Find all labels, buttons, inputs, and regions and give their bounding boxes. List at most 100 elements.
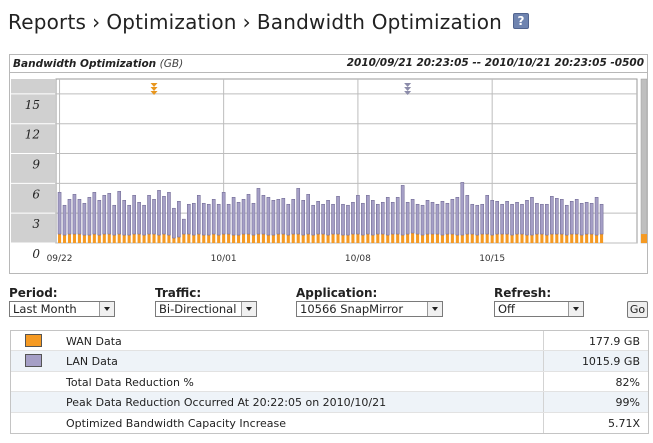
bar-lan — [465, 195, 470, 235]
bar-lan — [530, 197, 534, 236]
bar-lan — [341, 203, 345, 236]
refresh-label: Refresh: — [494, 286, 552, 300]
bar-wan — [72, 234, 77, 243]
bar-wan — [207, 235, 211, 243]
bar-lan — [137, 201, 141, 235]
period-value: Last Month — [13, 302, 77, 316]
bar-lan — [470, 203, 475, 235]
bar-lan — [107, 193, 112, 235]
refresh-select[interactable]: Off — [494, 301, 584, 317]
bar-lan — [201, 202, 206, 236]
bar-wan — [386, 235, 390, 243]
lan-legend-swatch — [25, 354, 42, 368]
bar-lan — [445, 202, 450, 235]
y-tick-label: 9 — [32, 158, 40, 172]
help-icon[interactable]: ? — [513, 13, 529, 29]
bar-lan — [231, 197, 236, 236]
bar-wan — [455, 235, 459, 243]
bar-lan — [211, 199, 216, 235]
bar-wan — [440, 235, 444, 243]
bar-lan — [405, 201, 410, 235]
bar-lan — [450, 199, 455, 235]
row-value: 177.9 GB — [588, 335, 640, 348]
bar-wan — [371, 235, 375, 243]
bar-lan — [555, 198, 559, 235]
bar-wan — [157, 235, 161, 243]
bar-lan — [266, 197, 271, 236]
bar-wan — [172, 238, 176, 243]
bar-lan — [425, 200, 430, 235]
bar-wan — [281, 234, 285, 243]
bar-lan — [206, 203, 211, 236]
bar-lan — [271, 200, 276, 236]
bar-wan — [580, 235, 584, 243]
bar-lan — [331, 203, 335, 235]
bar-lan — [291, 199, 296, 235]
bar-lan — [410, 199, 415, 234]
bar-wan — [246, 234, 251, 243]
bar-wan — [585, 234, 589, 243]
application-select[interactable]: 10566 SnapMirror — [296, 301, 443, 317]
period-select[interactable]: Last Month — [9, 301, 115, 317]
row-label: LAN Data — [66, 355, 118, 369]
bar-wan — [515, 234, 519, 243]
go-button[interactable]: Go — [627, 301, 648, 318]
breadcrumb-reports[interactable]: Reports — [8, 10, 87, 34]
chevron-down-icon[interactable] — [427, 302, 442, 316]
bar-wan — [77, 234, 81, 243]
bar-lan — [187, 203, 191, 235]
bar-wan — [495, 234, 499, 243]
y-tick-label: 12 — [25, 128, 40, 142]
bar-lan — [97, 200, 102, 236]
bar-lan — [500, 203, 504, 235]
bar-wan — [82, 235, 86, 243]
bar-wan — [237, 235, 241, 243]
bar-wan — [286, 235, 290, 243]
bar-lan — [182, 218, 186, 235]
bar-lan — [520, 203, 524, 235]
row-label: Peak Data Reduction Occurred At 20:22:05… — [66, 396, 387, 410]
bar-lan — [167, 192, 171, 236]
bar-lan — [127, 204, 131, 236]
y-tick-label: 0 — [32, 247, 40, 261]
bar-lan — [281, 198, 286, 235]
bar-wan — [550, 234, 554, 243]
bar-wan — [535, 234, 539, 243]
bar-lan — [321, 203, 325, 235]
bar-wan — [316, 234, 320, 243]
bar-wan — [251, 235, 256, 243]
chart-date-range: 2010/09/21 20:23:05 -- 2010/10/21 20:23:… — [346, 57, 644, 69]
event-marker-icon — [150, 83, 158, 87]
bar-lan — [172, 207, 176, 239]
table-row-wan-data: WAN Data 177.9 GB — [11, 331, 648, 352]
bar-lan — [157, 190, 161, 236]
chart-title: Bandwidth Optimization — [13, 58, 157, 70]
column-divider — [543, 412, 544, 433]
bar-lan — [366, 195, 370, 235]
table-row-capacity-increase: Optimized Bandwidth Capacity Increase 5.… — [11, 412, 648, 433]
bar-wan — [92, 234, 96, 243]
bar-lan — [599, 203, 604, 235]
bar-wan — [401, 235, 405, 243]
breadcrumb-bandwidth-optimization: Bandwidth Optimization — [256, 10, 503, 34]
bar-wan — [540, 234, 544, 243]
chart-header-divider — [10, 72, 647, 73]
bar-lan — [112, 204, 117, 236]
bar-wan — [421, 235, 425, 243]
traffic-select[interactable]: Bi-Directional — [155, 301, 257, 317]
bar-lan — [559, 199, 564, 235]
chevron-down-icon[interactable] — [241, 302, 256, 316]
bar-lan — [440, 201, 445, 236]
bar-wan — [600, 234, 604, 243]
bar-wan — [127, 235, 131, 243]
chevron-down-icon[interactable] — [99, 302, 114, 316]
bandwidth-chart: 0 3 6 9 12 15 09/22 10/01 10/08 10/15 — [11, 78, 647, 264]
breadcrumb-optimization[interactable]: Optimization — [106, 10, 237, 34]
traffic-value: Bi-Directional — [159, 302, 237, 316]
bar-wan — [381, 234, 385, 243]
chevron-down-icon[interactable] — [568, 302, 583, 316]
bar-lan — [415, 203, 420, 235]
bar-wan — [291, 234, 295, 243]
bar-wan — [555, 234, 559, 243]
row-label: Total Data Reduction % — [66, 375, 194, 389]
